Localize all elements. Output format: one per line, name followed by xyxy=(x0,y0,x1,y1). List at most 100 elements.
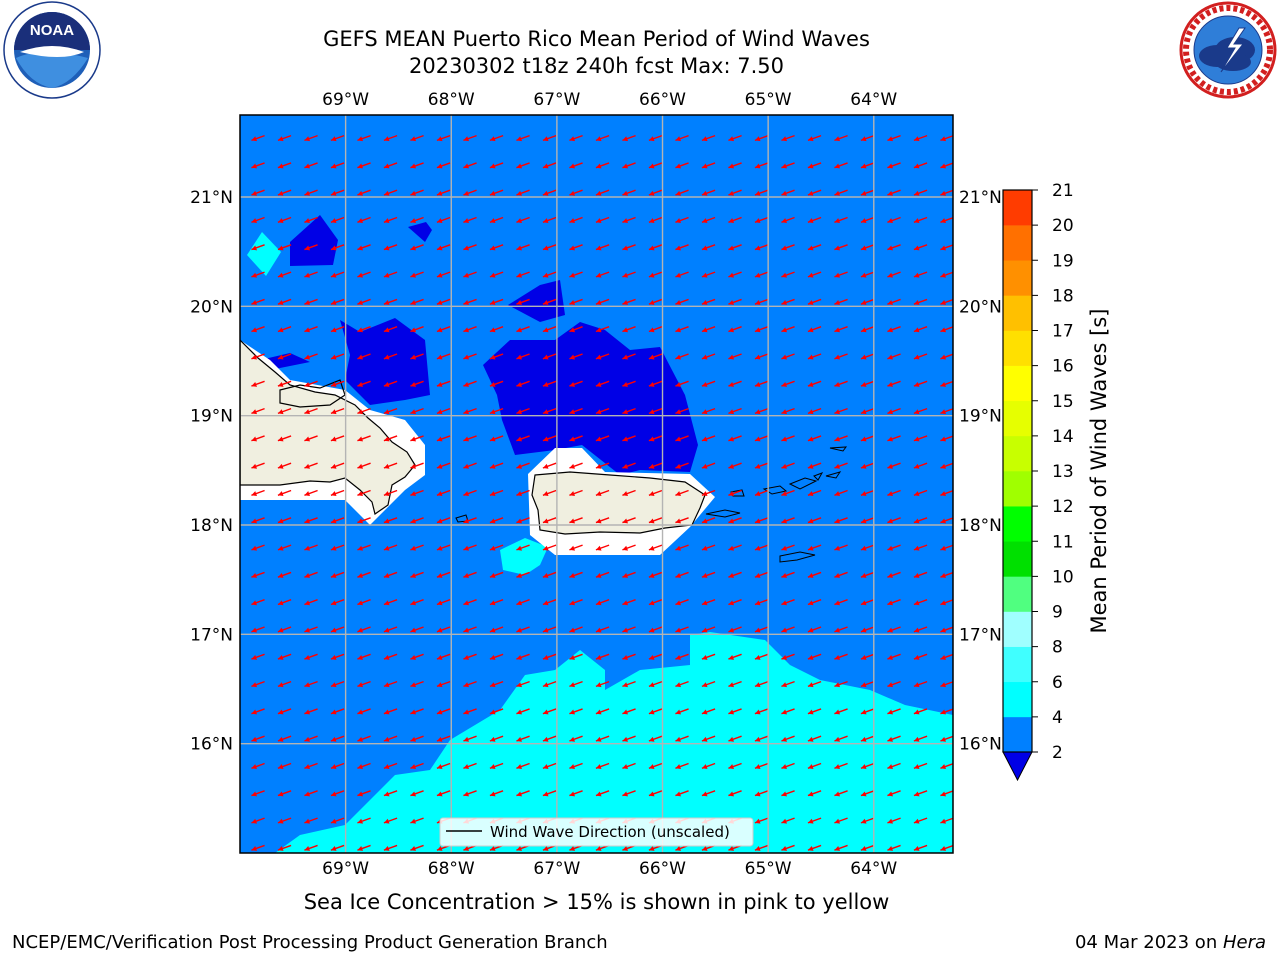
wind-arrow-528 xyxy=(648,653,663,660)
wind-arrow-653 xyxy=(383,790,398,797)
wind-arrow-399 xyxy=(807,517,822,524)
wind-arrow-391 xyxy=(595,517,610,524)
wind-arrow-184 xyxy=(834,298,848,305)
wind-arrow-514 xyxy=(277,653,292,660)
wind-arrow-282 xyxy=(569,407,583,415)
wind-arrow-243 xyxy=(251,380,265,387)
wind-arrow-410 xyxy=(383,544,398,551)
wind-arrow-542 xyxy=(304,680,318,688)
wind-arrow-577 xyxy=(516,708,530,715)
wind-arrow-189 xyxy=(251,326,265,333)
wind-arrow-287 xyxy=(701,407,716,415)
lat-tick-right-1: 20°N xyxy=(959,297,1002,317)
wind-arrow-206 xyxy=(701,326,716,333)
wind-arrow-75 xyxy=(807,189,822,196)
wind-arrow-288 xyxy=(728,407,742,415)
wind-arrow-255 xyxy=(569,380,583,387)
wind-arrow-114 xyxy=(410,244,424,251)
wind-arrow-549 xyxy=(489,680,504,688)
colorbar: 2 4 6 8 9 10 11 12 13 14 15 16 17 18 19 20 21 xyxy=(1002,181,1074,782)
wind-arrow-296 xyxy=(940,408,953,415)
wind-arrow-116 xyxy=(463,244,477,251)
wind-arrow-146 xyxy=(542,271,557,278)
wind-arrow-121 xyxy=(595,244,610,251)
wind-arrow-656 xyxy=(463,790,477,797)
wind-arrow-247 xyxy=(357,380,371,387)
wind-arrow-575 xyxy=(463,708,477,715)
wind-arrow-524 xyxy=(542,653,557,660)
wind-arrow-676 xyxy=(277,817,292,824)
wind-arrow-54 xyxy=(251,189,265,196)
wind-arrow-29 xyxy=(304,162,318,169)
wind-arrow-137 xyxy=(304,271,318,278)
wind-arrow-739 xyxy=(516,873,529,879)
wind-arrow-583 xyxy=(675,708,689,715)
wind-arrow-755 xyxy=(940,873,953,879)
wind-arrow-92 xyxy=(542,216,557,224)
wind-arrow-330 xyxy=(410,462,424,469)
wind-arrow-58 xyxy=(357,189,371,196)
wind-arrow-213 xyxy=(887,326,901,333)
wind-arrow-430 xyxy=(913,544,928,551)
wind-arrow-375 xyxy=(887,489,901,497)
wind-arrow-628 xyxy=(436,762,451,770)
wind-arrow-698 xyxy=(860,817,875,824)
wind-arrow-162 xyxy=(251,298,265,305)
wind-arrow-595 xyxy=(277,735,292,742)
wind-arrow-76 xyxy=(834,189,848,196)
island-st-thomas xyxy=(762,485,788,495)
wind-arrow-499 xyxy=(595,626,610,633)
wind-arrow-550 xyxy=(516,680,530,688)
wind-arrow-190 xyxy=(277,326,292,333)
wind-arrow-708 xyxy=(410,844,424,851)
wind-arrow-325 xyxy=(277,462,292,469)
wind-arrow-565 xyxy=(913,680,928,688)
wind-arrow-127 xyxy=(754,244,769,251)
wind-arrow-203 xyxy=(622,326,636,333)
lat-tick-left-2: 19°N xyxy=(190,407,233,427)
wind-arrow-40 xyxy=(595,162,610,169)
wind-arrow-139 xyxy=(357,271,371,278)
wind-arrow-173 xyxy=(542,298,557,305)
colorbar-tick-6: 11 xyxy=(1052,532,1074,552)
wind-arrow-28 xyxy=(277,162,292,169)
wind-arrow-470 xyxy=(542,599,557,606)
wind-arrow-125 xyxy=(701,244,716,251)
wind-arrow-337 xyxy=(595,462,610,469)
wind-arrow-304 xyxy=(436,435,451,442)
wind-arrow-156 xyxy=(807,271,822,278)
wind-arrow-80 xyxy=(940,189,953,196)
wind-arrow-626 xyxy=(383,762,398,770)
wind-arrow-543 xyxy=(330,680,345,688)
wind-arrow-15 xyxy=(648,134,663,142)
wind-arrow-236 xyxy=(781,353,795,360)
wind-arrow-297 xyxy=(251,435,265,442)
wind-arrow-289 xyxy=(754,407,769,415)
wind-arrow-496 xyxy=(516,626,530,633)
wind-arrow-459 xyxy=(251,599,265,606)
wind-arrow-193 xyxy=(357,326,371,333)
wind-arrow-96 xyxy=(648,216,663,224)
wind-arrow-349 xyxy=(913,462,928,469)
wind-arrow-352 xyxy=(277,489,292,497)
wind-arrow-201 xyxy=(569,326,583,333)
wind-arrow-396 xyxy=(728,517,742,524)
wind-arrow-209 xyxy=(781,326,795,333)
wind-arrow-513 xyxy=(251,653,265,660)
chart-title: GEFS MEAN Puerto Rico Mean Period of Win… xyxy=(323,27,870,51)
wind-arrow-159 xyxy=(887,271,901,278)
wind-arrow-606 xyxy=(569,735,583,742)
wind-arrow-587 xyxy=(781,708,795,715)
wind-arrow-143 xyxy=(463,271,477,278)
wind-arrow-132 xyxy=(887,244,901,251)
wind-arrow-13 xyxy=(595,134,610,142)
wind-arrow-576 xyxy=(489,708,504,715)
wind-arrow-674 xyxy=(940,790,953,797)
wind-arrow-322 xyxy=(913,435,928,442)
wind-arrow-369 xyxy=(728,489,742,497)
wind-arrow-428 xyxy=(860,544,875,551)
wind-arrow-521 xyxy=(463,653,477,660)
wind-arrow-501 xyxy=(648,626,663,633)
wind-arrow-295 xyxy=(913,407,928,415)
wind-arrow-145 xyxy=(516,271,530,278)
